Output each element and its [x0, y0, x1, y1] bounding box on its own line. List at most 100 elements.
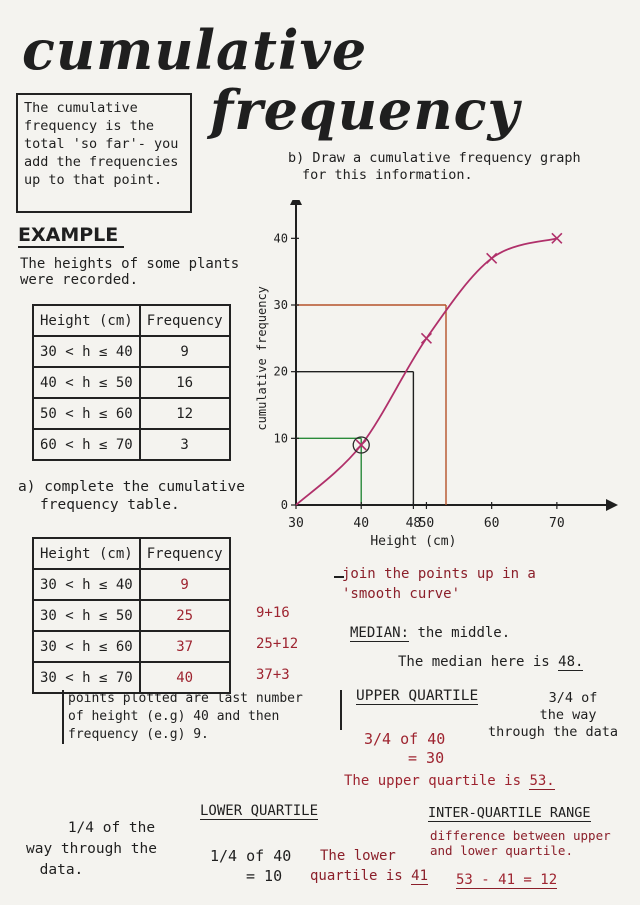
median-here: The median here is 48. — [398, 654, 584, 671]
lower-quartile-result: The lower quartile is 41 — [310, 846, 429, 886]
table-cell: 40 — [138, 661, 231, 694]
frequency-table: Height (cm) Frequency 30 < h ≤ 40 9 40 < h… — [32, 304, 231, 461]
y-axis-label: cumulative frequency — [255, 286, 269, 431]
table-header: Frequency — [138, 304, 231, 337]
table-cell: 37 — [138, 630, 231, 663]
lq-calc-line: = 10 — [246, 867, 283, 885]
data-point — [420, 332, 433, 344]
uq-desc-line: 3/4 of — [548, 690, 598, 706]
table-cell: 60 < h ≤ 70 — [32, 428, 141, 461]
table-cell: 3 — [138, 428, 231, 461]
x-tick-label: 50 — [419, 516, 435, 531]
lq-desc-line: 1/4 of the — [67, 820, 156, 836]
upper-quartile-calc: 3/4 of 40 = 30 — [364, 730, 445, 768]
iqr-desc-line: difference between upper — [430, 828, 611, 843]
median-row: MEDIAN: the middle. — [350, 625, 511, 642]
median-value: 48. — [558, 654, 584, 671]
uq-desc-line: through the data — [488, 724, 619, 740]
join-note-line: 'smooth curve' — [342, 586, 461, 602]
lq-desc-line: data. — [39, 862, 84, 878]
table-cell: 30 < h ≤ 60 — [32, 630, 141, 663]
points-note-line: of height (e.g) 40 and then — [68, 709, 280, 724]
points-note-line: frequency (e.g) 9. — [68, 727, 209, 742]
lower-quartile-calc: 1/4 of 40 = 10 — [210, 846, 291, 886]
lq-desc-line: way through the — [26, 841, 157, 857]
sums: 9+16 25+12 37+3 — [256, 598, 298, 691]
intro-text: The heights of some plants were recorded… — [20, 256, 239, 288]
uq-desc-line: the way — [539, 707, 597, 723]
uq-calc-line: 3/4 of 40 — [364, 730, 446, 748]
lq-result-line: The lower — [320, 848, 396, 864]
table-cell: 30 < h ≤ 50 — [32, 599, 141, 632]
table-cell: 30 < h ≤ 40 — [32, 335, 141, 368]
points-note-line: points plotted are last number — [68, 691, 303, 706]
join-note-line: join the points up in a — [342, 566, 536, 582]
lq-value: 41 — [411, 868, 429, 885]
median-label: MEDIAN: — [350, 625, 410, 642]
bracket-right — [340, 690, 342, 730]
table-cell: 50 < h ≤ 60 — [32, 397, 141, 430]
example-heading: EXAMPLE — [18, 224, 124, 248]
definition-line: total 'so far'- you — [24, 136, 179, 152]
table-header: Height (cm) — [32, 537, 141, 570]
part-b-line: b) Draw a cumulative frequency graph — [288, 150, 581, 166]
table-cell: 30 < h ≤ 70 — [32, 661, 141, 694]
upper-quartile-label: UPPER QUARTILE — [356, 688, 479, 705]
table-header: Frequency — [138, 537, 231, 570]
iqr-desc-line: and lower quartile. — [430, 843, 573, 858]
definition-line: The cumulative — [24, 100, 138, 116]
data-point — [355, 439, 367, 451]
title-line-1: cumulative — [22, 18, 368, 82]
data-point — [551, 232, 563, 244]
upper-quartile-result: The upper quartile is 53. — [344, 773, 555, 790]
upper-quartile-desc: 3/4 of the way through the data — [488, 690, 618, 741]
table-cell: 25 — [138, 599, 231, 632]
median-desc: the middle. — [417, 625, 511, 641]
arrow-line — [334, 576, 344, 578]
iqr-desc: difference between upper and lower quart… — [430, 828, 611, 858]
x-axis-arrow — [606, 499, 618, 511]
lq-result-text: quartile is — [310, 868, 403, 884]
lq-result-line: quartile is 41 — [310, 866, 429, 886]
x-tick-label: 30 — [288, 516, 304, 531]
sum-text: 37+3 — [256, 667, 290, 683]
y-tick-label: 0 — [281, 498, 288, 512]
table-cell: 40 < h ≤ 50 — [32, 366, 141, 399]
join-note: join the points up in a 'smooth curve' — [342, 564, 536, 604]
definition-box: The cumulative frequency is the total 's… — [16, 93, 192, 213]
y-tick-label: 40 — [274, 231, 288, 245]
uq-result-text: The upper quartile is — [344, 773, 522, 789]
part-b-text: b) Draw a cumulative frequency graph for… — [288, 150, 581, 184]
uq-calc-line: = 30 — [408, 749, 445, 767]
table-cell: 12 — [138, 397, 231, 430]
table-cell: 9 — [138, 335, 231, 368]
points-note: points plotted are last number of height… — [62, 690, 303, 744]
x-tick-label: 40 — [353, 516, 369, 531]
part-a-line: frequency table. — [40, 497, 180, 513]
cumulative-table: Height (cm) Frequency 30 < h ≤ 40 9 30 < h… — [32, 537, 231, 694]
table-cell: 16 — [138, 366, 231, 399]
definition-line: frequency is the — [24, 118, 155, 134]
table-cell: 30 < h ≤ 40 — [32, 568, 141, 601]
y-tick-label: 20 — [274, 365, 288, 379]
iqr-label: INTER-QUARTILE RANGE — [428, 805, 591, 822]
x-tick-label: 48 — [406, 516, 422, 531]
uq-value: 53. — [529, 773, 555, 790]
sum-text: 9+16 — [256, 605, 290, 621]
part-a-text: a) complete the cumulative frequency tab… — [18, 478, 245, 514]
lower-quartile-desc: 1/4 of the way through the data. — [26, 818, 157, 881]
part-a-line: a) complete the cumulative — [18, 479, 245, 495]
definition-line: add the frequencies — [24, 154, 179, 170]
y-tick-label: 30 — [274, 298, 288, 312]
lq-calc-line: 1/4 of 40 — [210, 847, 292, 865]
median-here-text: The median here is — [398, 654, 550, 670]
y-tick-label: 10 — [274, 431, 288, 445]
data-point — [486, 252, 498, 264]
circled-point — [352, 436, 370, 454]
definition-line: up to that point. — [24, 172, 163, 188]
x-tick-label: 70 — [549, 516, 565, 531]
table-cell: 9 — [138, 568, 231, 601]
lower-quartile-label: LOWER QUARTILE — [200, 803, 319, 820]
title-line-2: frequency — [210, 78, 520, 142]
